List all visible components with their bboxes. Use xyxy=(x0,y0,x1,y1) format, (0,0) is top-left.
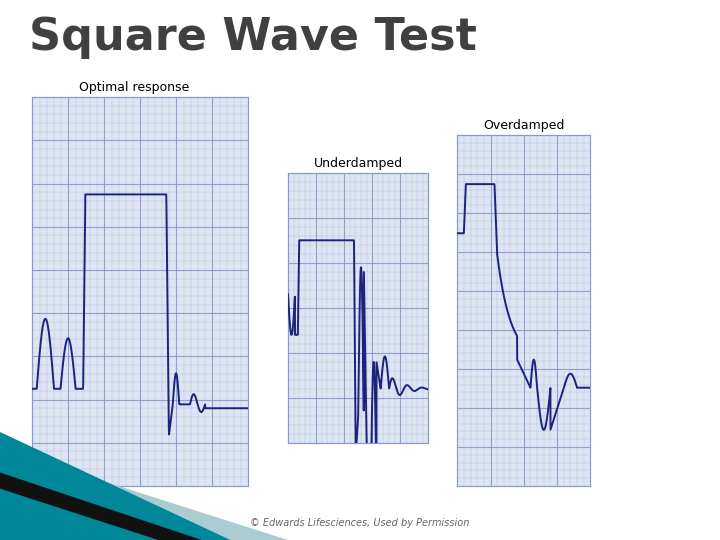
Polygon shape xyxy=(0,472,202,540)
Polygon shape xyxy=(0,432,230,540)
Bar xyxy=(32,97,248,486)
Text: Optimal response: Optimal response xyxy=(78,82,189,94)
Text: Underdamped: Underdamped xyxy=(314,157,402,170)
Text: Overdamped: Overdamped xyxy=(483,119,564,132)
Bar xyxy=(457,135,590,486)
Text: © Edwards Lifesciences, Used by Permission: © Edwards Lifesciences, Used by Permissi… xyxy=(251,518,469,528)
Text: Square Wave Test: Square Wave Test xyxy=(29,16,477,59)
Bar xyxy=(288,173,428,443)
Polygon shape xyxy=(0,448,288,540)
